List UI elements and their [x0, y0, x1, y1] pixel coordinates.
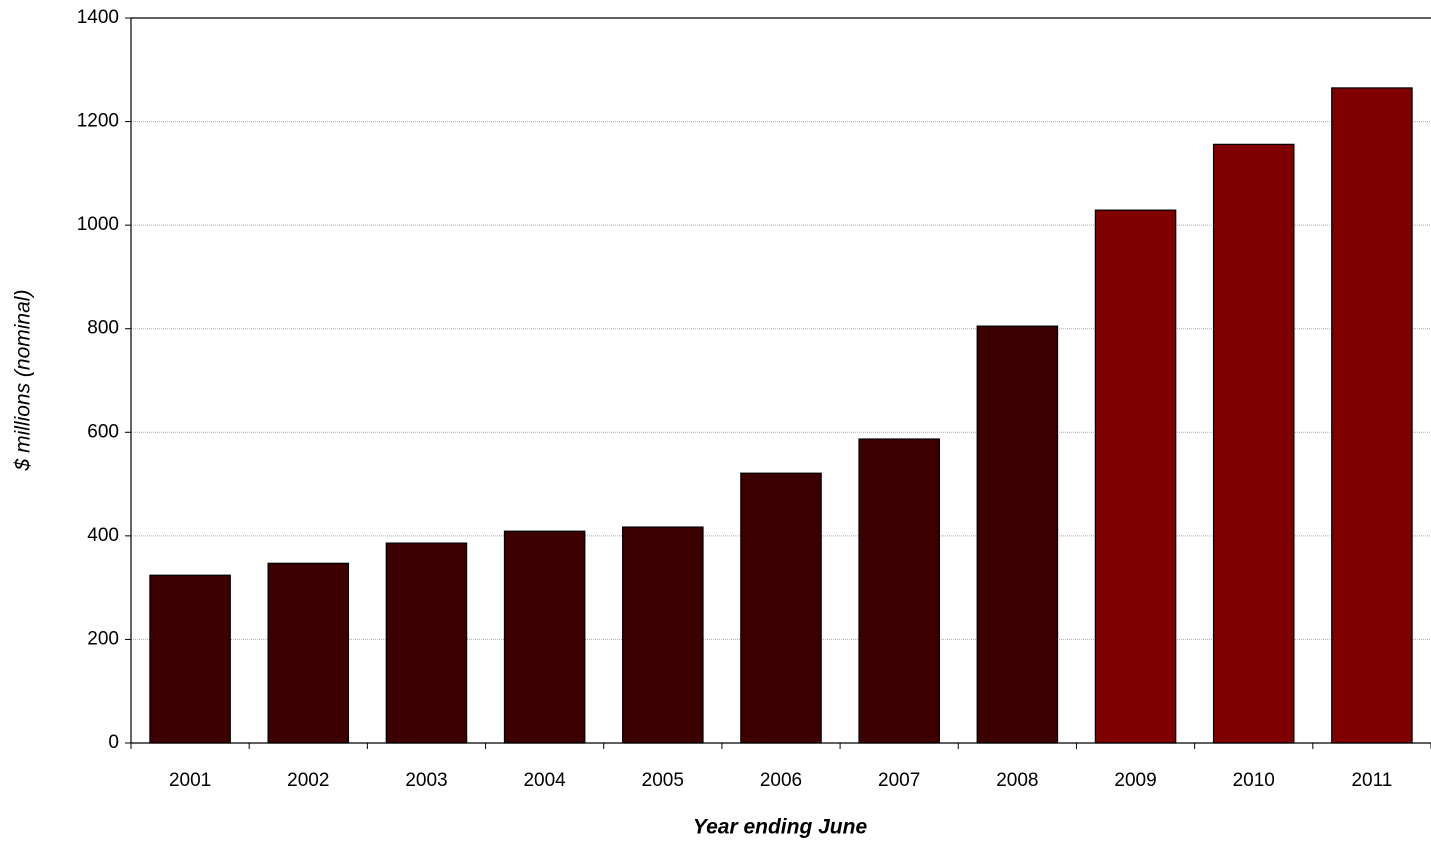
- bar: [1212, 143, 1295, 744]
- x-axis-title: Year ending June: [693, 816, 868, 839]
- bar: [976, 325, 1059, 744]
- bar: [1094, 209, 1177, 744]
- y-tick-label: 0: [108, 732, 119, 753]
- bar: [385, 542, 468, 744]
- y-tick-label: 200: [87, 628, 119, 649]
- bar: [740, 472, 822, 744]
- x-tick-label: 2010: [1233, 770, 1275, 791]
- x-tick-label: 2004: [523, 770, 566, 791]
- bar: [622, 526, 704, 744]
- bar: [267, 562, 350, 744]
- bar: [1331, 87, 1413, 744]
- y-tick-label: 400: [87, 525, 119, 546]
- y-tick-label: 1000: [77, 214, 119, 235]
- y-tick-label: 1200: [77, 111, 119, 132]
- bar: [503, 530, 586, 744]
- x-tick-label: 2009: [1114, 770, 1156, 791]
- x-tick-label: 2011: [1351, 770, 1392, 791]
- x-tick-label: 2005: [642, 770, 684, 791]
- x-tick-label: 2008: [996, 770, 1038, 791]
- y-tick-label: 1400: [77, 7, 119, 28]
- x-tick-label: 2003: [405, 770, 447, 791]
- y-tick-label: 600: [87, 421, 119, 442]
- y-axis-title: $ millions (nominal): [12, 290, 35, 472]
- x-tick-label: 2006: [760, 770, 802, 791]
- x-tick-label: 2001: [169, 770, 211, 791]
- x-tick-label: 2007: [878, 770, 920, 791]
- y-tick-label: 800: [87, 318, 119, 339]
- x-tick-label: 2002: [287, 770, 329, 791]
- bar: [858, 438, 940, 744]
- bar: [149, 574, 231, 744]
